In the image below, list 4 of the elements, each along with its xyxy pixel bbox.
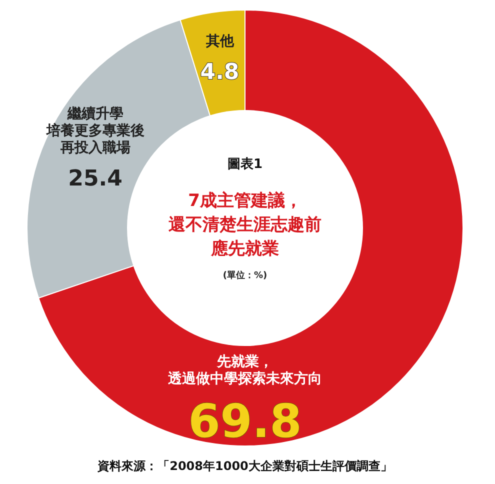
annotation: (單位：%) <box>222 271 268 281</box>
subtitle: 7成主管建議，還不清楚生涯志趣前應先就業 <box>168 191 322 259</box>
annotation: 資料來源：「2008年1000大企業對碩士生評價調查」 <box>98 459 392 473</box>
title: 圖表1 <box>227 157 263 172</box>
